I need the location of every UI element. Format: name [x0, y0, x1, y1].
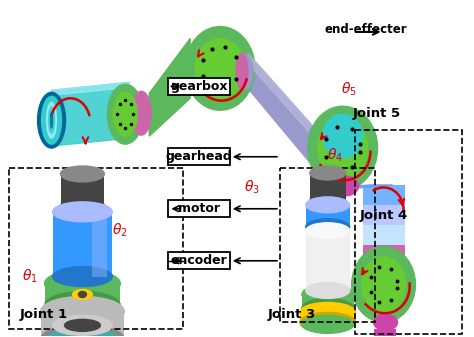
Polygon shape: [52, 82, 129, 95]
Ellipse shape: [323, 114, 363, 158]
Ellipse shape: [306, 219, 350, 235]
Bar: [355, 130, 462, 334]
Text: Joint 5: Joint 5: [353, 106, 401, 120]
Ellipse shape: [131, 91, 151, 135]
Ellipse shape: [41, 297, 124, 326]
Polygon shape: [248, 54, 313, 136]
Ellipse shape: [302, 284, 354, 304]
Bar: [9, 168, 183, 329]
Polygon shape: [149, 38, 190, 136]
Ellipse shape: [306, 223, 350, 239]
Ellipse shape: [37, 92, 65, 148]
Ellipse shape: [300, 302, 356, 323]
Ellipse shape: [45, 292, 120, 319]
Bar: [302, 295, 354, 308]
Ellipse shape: [53, 267, 112, 286]
Text: $\theta_4$: $\theta_4$: [327, 146, 343, 164]
Bar: [168, 148, 230, 165]
Ellipse shape: [61, 166, 104, 182]
Bar: [280, 168, 374, 323]
Text: $\theta_3$: $\theta_3$: [244, 178, 260, 196]
Text: Joint 1: Joint 1: [19, 308, 68, 321]
Ellipse shape: [318, 118, 368, 178]
Ellipse shape: [302, 315, 354, 333]
Ellipse shape: [73, 289, 92, 300]
Bar: [168, 252, 230, 269]
Text: gearbox: gearbox: [171, 80, 228, 93]
Ellipse shape: [195, 38, 245, 98]
Ellipse shape: [374, 314, 398, 330]
Ellipse shape: [310, 166, 346, 180]
Text: $\theta_5$: $\theta_5$: [341, 81, 357, 98]
Ellipse shape: [53, 315, 112, 335]
Ellipse shape: [45, 270, 120, 298]
Ellipse shape: [237, 54, 253, 89]
Ellipse shape: [236, 54, 248, 89]
Bar: [41, 311, 124, 337]
Polygon shape: [248, 54, 313, 166]
Ellipse shape: [43, 329, 122, 337]
Ellipse shape: [46, 102, 56, 138]
Bar: [306, 205, 350, 227]
Bar: [61, 174, 104, 206]
Text: Joint 3: Joint 3: [268, 308, 316, 321]
Text: motor: motor: [178, 202, 220, 215]
Bar: [363, 245, 404, 257]
Bar: [374, 329, 395, 337]
Text: $\theta_1$: $\theta_1$: [22, 267, 38, 284]
Bar: [300, 312, 356, 323]
Ellipse shape: [352, 247, 416, 323]
Bar: [363, 257, 404, 284]
Ellipse shape: [312, 126, 324, 166]
Ellipse shape: [48, 107, 55, 133]
Ellipse shape: [41, 324, 124, 337]
Bar: [168, 201, 230, 217]
Bar: [363, 205, 404, 225]
Ellipse shape: [308, 106, 378, 190]
Ellipse shape: [362, 257, 405, 312]
Text: $\theta_2$: $\theta_2$: [112, 222, 128, 239]
Ellipse shape: [300, 312, 356, 332]
Bar: [92, 212, 108, 277]
Text: Joint 4: Joint 4: [360, 209, 408, 222]
Ellipse shape: [46, 97, 57, 143]
Ellipse shape: [51, 112, 53, 128]
Ellipse shape: [185, 27, 255, 110]
Bar: [363, 225, 404, 255]
Text: end-effecter: end-effecter: [324, 23, 407, 36]
Ellipse shape: [306, 282, 350, 299]
Bar: [310, 173, 346, 201]
Bar: [306, 231, 350, 290]
Text: gearhead: gearhead: [166, 150, 233, 163]
Ellipse shape: [64, 319, 100, 331]
Polygon shape: [335, 185, 392, 188]
Polygon shape: [52, 82, 129, 146]
Ellipse shape: [46, 104, 56, 136]
Ellipse shape: [310, 194, 346, 208]
Ellipse shape: [302, 299, 354, 318]
Ellipse shape: [108, 84, 143, 144]
Bar: [168, 78, 230, 95]
Bar: [45, 283, 120, 305]
Bar: [363, 185, 404, 284]
Bar: [53, 212, 112, 277]
Ellipse shape: [61, 198, 104, 214]
Ellipse shape: [331, 176, 359, 196]
Ellipse shape: [79, 292, 86, 298]
Ellipse shape: [113, 92, 137, 136]
Ellipse shape: [42, 96, 62, 144]
Ellipse shape: [306, 197, 350, 213]
Ellipse shape: [53, 202, 112, 222]
Bar: [363, 185, 404, 205]
Ellipse shape: [307, 126, 323, 166]
Text: encoder: encoder: [171, 254, 228, 267]
